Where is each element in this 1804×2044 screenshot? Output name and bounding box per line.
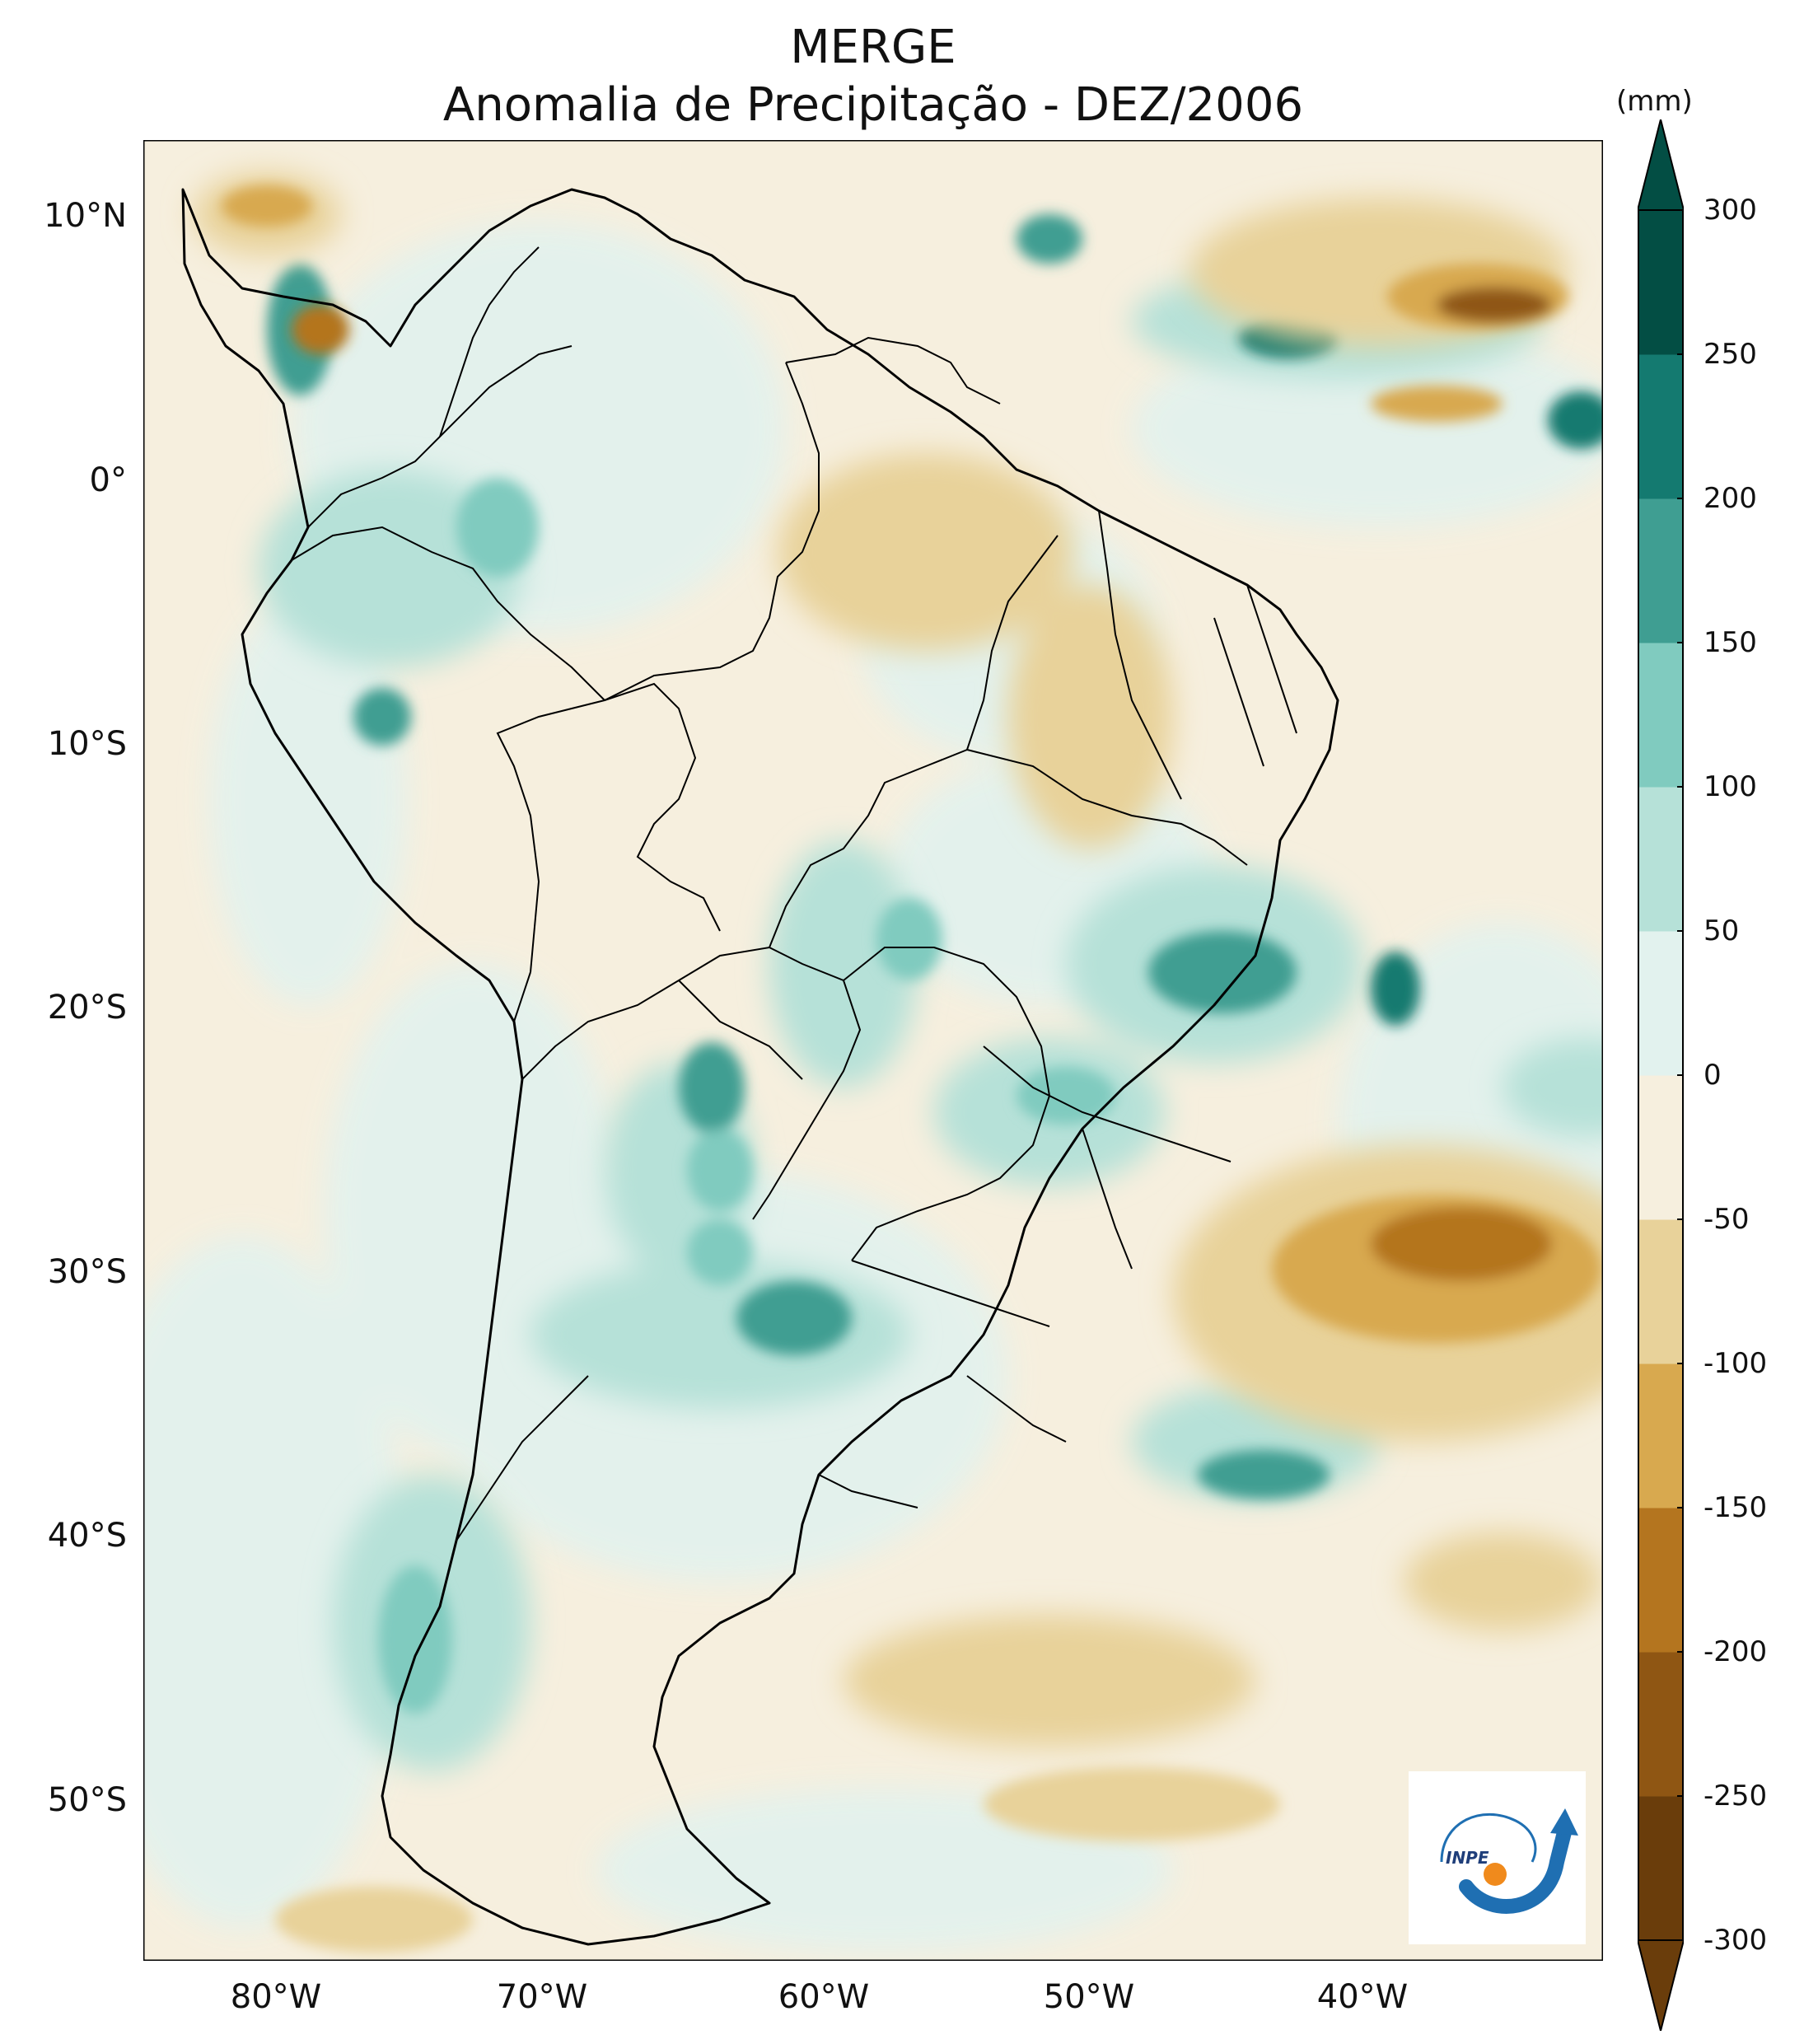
colorbar-tick-label: 100 <box>1704 770 1757 803</box>
colorbar-segment <box>1638 498 1684 643</box>
colorbar-segment <box>1638 354 1684 499</box>
colorbar-tick-label: -300 <box>1704 1924 1768 1957</box>
colorbar-tick-label: 250 <box>1704 338 1757 371</box>
lat-label: 10°N <box>44 197 127 235</box>
colorbar-segment <box>1638 1075 1684 1220</box>
colorbar-segment <box>1638 1363 1684 1508</box>
lat-label: 40°S <box>47 1517 127 1555</box>
lon-label: 80°W <box>230 1978 322 2016</box>
map-subtitle: Anomalia de Precipitação - DEZ/2006 <box>442 78 1304 132</box>
colorbar-tick-label: -50 <box>1704 1203 1750 1236</box>
colorbar-tick-label: -100 <box>1704 1347 1768 1380</box>
colorbar-extend-max <box>1638 119 1684 211</box>
coastlines <box>181 188 1339 1946</box>
inpe-logo-text: INPE <box>1446 1848 1489 1868</box>
lat-label: 10°S <box>47 725 127 763</box>
lat-label: 0° <box>89 461 127 499</box>
inpe-logo: INPE <box>1409 1771 1586 1944</box>
colorbar-tick-label: 0 <box>1704 1059 1722 1092</box>
colorbar-tick-label: 300 <box>1704 194 1757 227</box>
lat-label: 50°S <box>47 1781 127 1819</box>
lon-label: 40°W <box>1316 1978 1409 2016</box>
precipitation-anomaly-map <box>143 140 1603 1961</box>
colorbar-tick-label: 50 <box>1704 914 1740 947</box>
colorbar-segment <box>1638 1508 1684 1653</box>
lon-label: 50°W <box>1043 1978 1135 2016</box>
colorbar-segment <box>1638 1219 1684 1364</box>
colorbar-tick-label: 200 <box>1704 482 1757 515</box>
anomaly-field <box>143 173 1603 1953</box>
lat-label: 30°S <box>47 1253 127 1291</box>
colorbar-unit: (mm) <box>1616 85 1693 118</box>
colorbar-tick-label: -200 <box>1704 1635 1768 1668</box>
lat-label: 20°S <box>47 989 127 1027</box>
map-title: MERGE <box>790 21 956 74</box>
lon-label: 70°W <box>496 1978 588 2016</box>
colorbar-tick-label: -250 <box>1704 1780 1768 1812</box>
colorbar-extend-min <box>1638 1939 1684 2031</box>
colorbar-segment <box>1638 931 1684 1076</box>
colorbar-tick-label: -150 <box>1704 1491 1768 1524</box>
colorbar-tick-label: 150 <box>1704 626 1757 659</box>
colorbar-segment <box>1638 1796 1684 1941</box>
colorbar-segment <box>1638 210 1684 355</box>
colorbar-segment <box>1638 643 1684 788</box>
country-borders <box>291 246 1297 1541</box>
colorbar-segment <box>1638 1652 1684 1797</box>
lon-label: 60°W <box>778 1978 870 2016</box>
colorbar-segment <box>1638 787 1684 932</box>
colorbar <box>1638 119 1684 2031</box>
